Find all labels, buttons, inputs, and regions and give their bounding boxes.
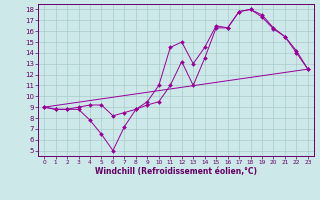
X-axis label: Windchill (Refroidissement éolien,°C): Windchill (Refroidissement éolien,°C): [95, 167, 257, 176]
